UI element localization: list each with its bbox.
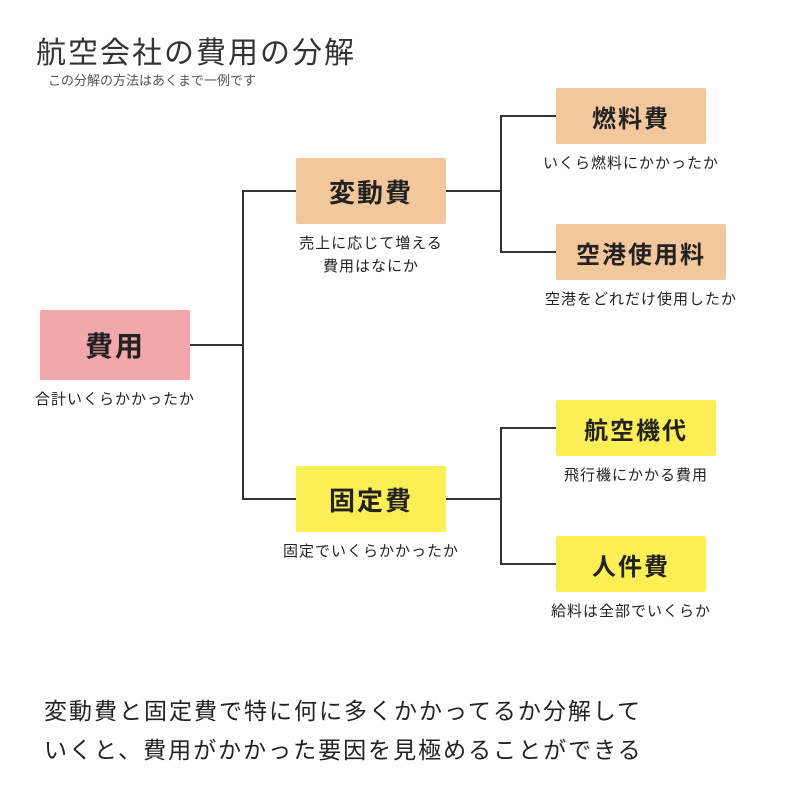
- page-subtitle: この分解の方法はあくまで一例です: [48, 70, 256, 89]
- footer-text: 変動費と固定費で特に何に多くかかってるか分解していくと、費用がかかった要因を見極…: [44, 690, 643, 768]
- node-fix: 固定費: [296, 466, 446, 532]
- node-root: 費用: [40, 310, 190, 380]
- edge-root-fix: [190, 345, 296, 499]
- node-var: 変動費: [296, 158, 446, 224]
- node-labor-caption: 給料は全部でいくらか: [536, 600, 726, 623]
- node-var-caption: 売上に応じて増える費用はなにか: [276, 232, 466, 277]
- page-title: 航空会社の費用の分解: [36, 28, 356, 72]
- node-fix-caption: 固定でいくらかかったか: [276, 540, 466, 563]
- node-airport: 空港使用料: [556, 224, 726, 280]
- node-airport-caption: 空港をどれだけ使用したか: [536, 288, 746, 311]
- node-plane-caption: 飛行機にかかる費用: [536, 464, 736, 487]
- node-fuel: 燃料費: [556, 88, 706, 144]
- node-plane: 航空機代: [556, 400, 716, 456]
- node-root-caption: 合計いくらかかったか: [20, 388, 210, 411]
- node-labor: 人件費: [556, 536, 706, 592]
- node-fuel-caption: いくら燃料にかかったか: [536, 152, 726, 175]
